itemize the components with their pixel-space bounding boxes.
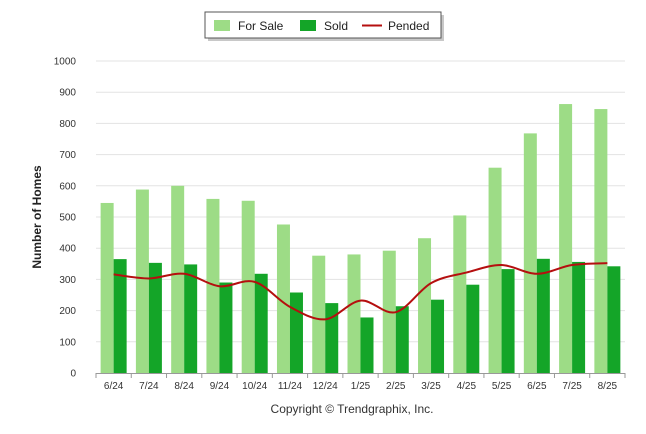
bar-sold: [431, 299, 445, 373]
copyright-text: Copyright © Trendgraphix, Inc.: [271, 402, 434, 416]
bar-for-sale: [347, 254, 361, 373]
bar-for-sale: [594, 109, 608, 373]
y-tick-label: 400: [59, 244, 76, 255]
x-tick-label: 6/25: [527, 381, 547, 392]
x-tick-label: 10/24: [242, 381, 267, 392]
bar-sold: [572, 261, 586, 373]
x-tick-label: 8/24: [174, 381, 194, 392]
x-tick-label: 7/25: [562, 381, 582, 392]
bar-sold: [289, 292, 303, 373]
legend-label-pended: Pended: [388, 19, 429, 33]
bar-for-sale: [100, 202, 114, 373]
x-tick-label: 3/25: [421, 381, 441, 392]
bar-sold: [395, 306, 409, 373]
y-tick-label: 200: [59, 306, 76, 317]
bar-for-sale: [418, 238, 432, 373]
y-tick-label: 600: [59, 181, 76, 192]
bar-sold: [466, 284, 480, 373]
x-tick-label: 4/25: [457, 381, 477, 392]
bars: [100, 104, 621, 373]
bar-sold: [184, 264, 198, 373]
y-tick-label: 100: [59, 337, 76, 348]
bar-for-sale: [206, 198, 220, 373]
x-tick-label: 7/24: [139, 381, 159, 392]
x-axis-ticks: 6/24 7/24 8/24 9/24 10/24 11/24 12/24 1/25 2/25 3…: [95, 373, 626, 392]
y-axis-label: Number of Homes: [30, 165, 44, 269]
legend-swatch-sold: [300, 20, 316, 31]
x-tick-label: 12/24: [313, 381, 338, 392]
bar-sold: [325, 303, 339, 373]
y-tick-label: 800: [59, 119, 76, 130]
bar-for-sale: [241, 200, 255, 373]
x-tick-label: 11/24: [278, 381, 303, 392]
bar-sold: [536, 258, 550, 373]
y-tick-label: 700: [59, 150, 76, 161]
bar-for-sale: [276, 224, 290, 373]
bar-sold: [219, 282, 233, 373]
y-tick-label: 900: [59, 88, 76, 99]
bar-for-sale: [171, 185, 185, 373]
x-tick-label: 5/25: [492, 381, 512, 392]
x-tick-label: 1/25: [351, 381, 371, 392]
bar-sold: [607, 266, 621, 373]
y-tick-label: 500: [59, 213, 76, 224]
bar-for-sale: [559, 104, 573, 373]
legend: For Sale Sold Pended: [204, 11, 444, 41]
bar-sold: [113, 259, 127, 373]
y-tick-label: 300: [59, 275, 76, 286]
legend-box: [204, 11, 442, 39]
x-tick-label: 8/25: [598, 381, 618, 392]
y-tick-label: 1000: [54, 57, 77, 68]
legend-label-sold: Sold: [324, 19, 348, 33]
legend-swatch-for-sale: [214, 20, 230, 31]
bar-for-sale: [453, 215, 467, 373]
bar-sold: [148, 262, 162, 373]
bar-for-sale: [135, 189, 149, 373]
bar-for-sale: [312, 255, 326, 373]
x-tick-label: 2/25: [386, 381, 406, 392]
legend-label-for-sale: For Sale: [238, 19, 284, 33]
x-tick-label: 6/24: [104, 381, 124, 392]
pended-line-layer: [113, 262, 608, 321]
bar-for-sale: [523, 133, 537, 373]
y-tick-label: 0: [70, 369, 76, 380]
pended-line: [113, 262, 608, 321]
bar-sold: [501, 269, 515, 373]
bar-for-sale: [488, 167, 502, 373]
x-tick-label: 9/24: [210, 381, 230, 392]
bar-sold: [254, 273, 268, 373]
y-axis-ticks: 0 100 200 300 400 500 600 700 800 900 1000: [54, 57, 77, 380]
bar-sold: [360, 317, 374, 373]
